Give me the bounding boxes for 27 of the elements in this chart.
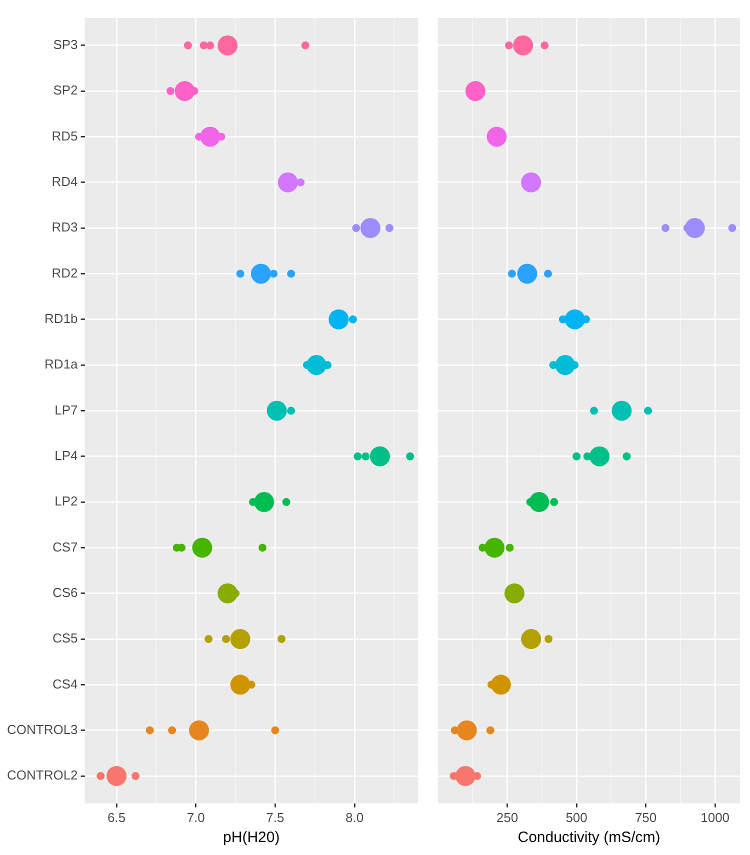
y-tick-label: RD2 (52, 265, 78, 280)
y-tick-label: RD3 (52, 220, 78, 235)
x-tick-label: 750 (634, 810, 657, 825)
x-tick-label: 6.5 (107, 810, 126, 825)
x-tick-label: 250 (496, 810, 518, 825)
y-tick-label: LP2 (54, 494, 78, 509)
y-tick-label: CS5 (52, 630, 78, 646)
y-tick-label: CONTROL2 (6, 768, 78, 783)
x-tick-label: 8.0 (345, 810, 364, 825)
x-axis-title: pH(H20) (223, 829, 280, 846)
y-tick-label: LP7 (54, 402, 78, 418)
y-tick-label: RD5 (52, 128, 78, 144)
x-tick-label: 7.0 (186, 810, 205, 825)
x-tick-label: 500 (566, 810, 588, 825)
y-tick-label: RD1a (44, 356, 79, 372)
y-tick-label: CS4 (52, 676, 78, 692)
y-tick-label: CS6 (52, 584, 78, 600)
y-tick-label: CONTROL3 (6, 722, 78, 737)
y-tick-label: SP2 (53, 82, 78, 98)
x-tick-label: 1000 (700, 810, 730, 825)
y-tick-label: CS7 (52, 539, 78, 554)
y-tick-label: RD1b (44, 310, 78, 326)
y-tick-label: SP3 (53, 36, 78, 52)
x-tick-label: 7.5 (266, 810, 284, 825)
y-tick-label: LP4 (54, 448, 78, 463)
x-axis-title: Conductivity (mS/cm) (518, 829, 660, 846)
y-tick-label: RD4 (52, 174, 78, 189)
